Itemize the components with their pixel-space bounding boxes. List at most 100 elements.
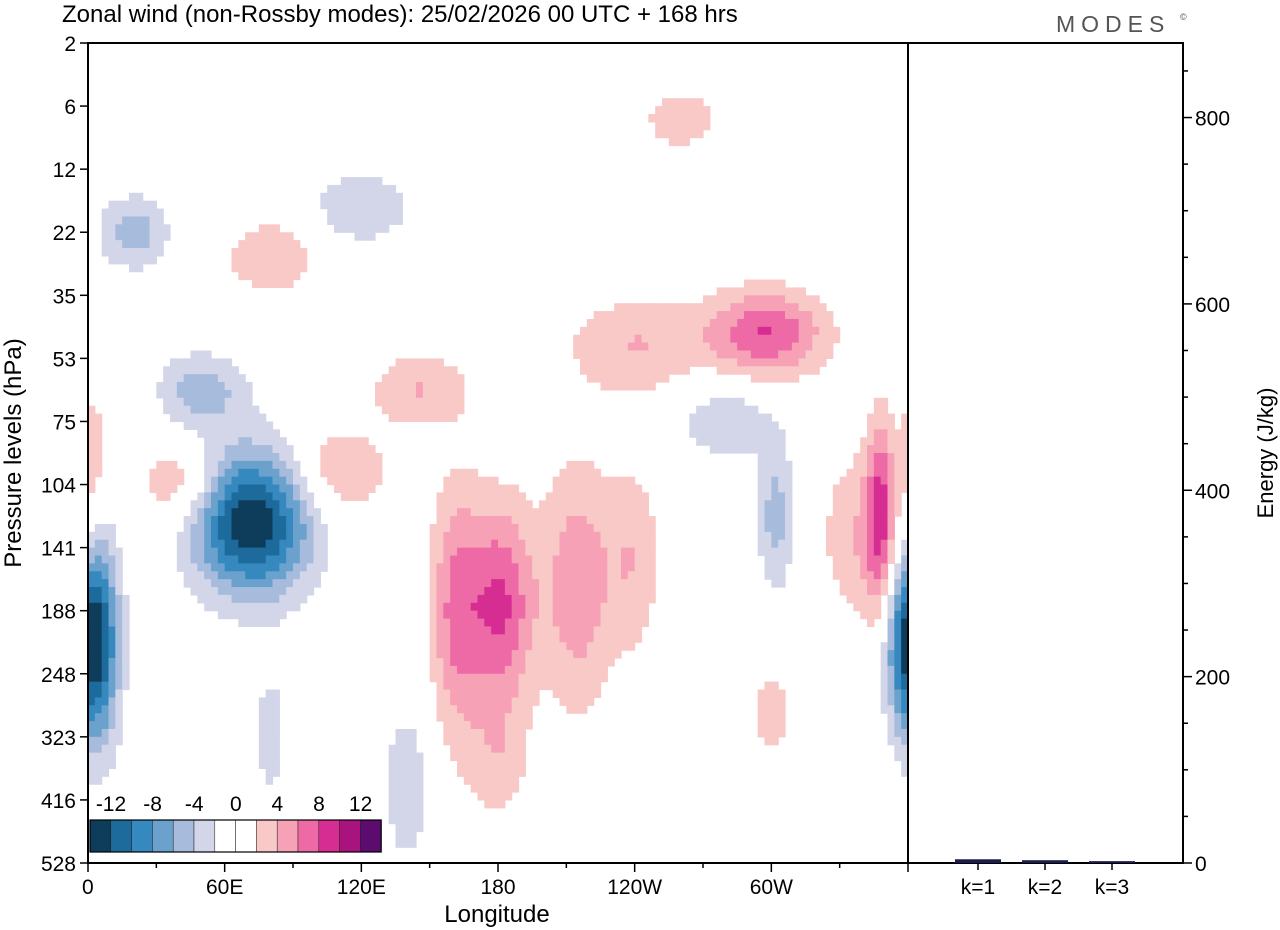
heatmap-cell — [265, 248, 274, 257]
heatmap-cell — [156, 389, 164, 399]
heatmap-cell — [429, 618, 438, 628]
heatmap-cell — [696, 106, 704, 115]
energy-bar — [1089, 861, 1135, 863]
heatmap-cell — [880, 492, 889, 501]
heatmap-cell — [354, 484, 362, 494]
heatmap-cell — [764, 413, 772, 423]
heatmap-cell — [361, 216, 369, 225]
heatmap-cell — [272, 476, 280, 486]
heatmap-cell — [648, 555, 656, 564]
heatmap-cell — [463, 492, 472, 501]
heatmap-cell — [723, 295, 731, 304]
heatmap-cell — [463, 697, 472, 706]
heatmap-cell — [409, 366, 417, 375]
heatmap-cell — [504, 650, 513, 659]
heatmap-cell — [627, 374, 636, 383]
heatmap-cell — [901, 445, 909, 454]
heatmap-cell — [457, 673, 465, 683]
heatmap-cell — [860, 460, 868, 470]
heatmap-cell — [224, 563, 233, 572]
heatmap-cell — [634, 602, 643, 612]
heatmap-cell — [313, 531, 321, 541]
heatmap-cell — [258, 618, 267, 628]
heatmap-cell — [142, 232, 151, 241]
heatmap-cell — [368, 484, 376, 494]
heatmap-cell — [457, 563, 465, 572]
heatmap-cell — [539, 579, 547, 588]
heatmap-cell — [498, 681, 506, 691]
heatmap-cell — [286, 279, 294, 289]
heatmap-cell — [511, 516, 520, 525]
heatmap-cell — [641, 594, 649, 604]
heatmap-cell — [265, 776, 274, 785]
heatmap-cell — [347, 224, 356, 233]
heatmap-cell — [600, 342, 608, 352]
heatmap-cell — [238, 240, 246, 249]
heatmap-cell — [204, 547, 212, 557]
heatmap-cell — [436, 610, 444, 620]
heatmap-cell — [272, 563, 280, 572]
heatmap-cell — [504, 618, 513, 628]
heatmap-cell — [252, 571, 260, 580]
heatmap-cell — [757, 500, 766, 509]
heatmap-cell — [573, 555, 581, 564]
heatmap-cell — [668, 318, 677, 328]
heatmap-cell — [586, 594, 595, 604]
heatmap-cell — [539, 658, 547, 667]
heatmap-cell — [641, 539, 649, 549]
heatmap-cell — [293, 571, 301, 580]
heatmap-cell — [873, 421, 882, 430]
heatmap-cell — [170, 358, 178, 367]
heatmap-cell — [586, 697, 595, 706]
heatmap-cell — [211, 484, 219, 494]
heatmap-cell — [354, 216, 362, 225]
heatmap-cell — [504, 579, 513, 588]
heatmap-cell — [518, 523, 526, 533]
heatmap-cell — [504, 673, 513, 683]
heatmap-cell — [668, 113, 677, 123]
heatmap-cell — [279, 539, 287, 549]
heatmap-cell — [245, 468, 253, 478]
heatmap-cell — [627, 634, 636, 643]
heatmap-cell — [511, 752, 520, 762]
heatmap-cell — [655, 350, 663, 359]
heatmap-cell — [901, 547, 909, 557]
heatmap-cell — [211, 421, 219, 430]
heatmap-cell — [901, 602, 909, 612]
energy-axis-label: Energy (J/kg) — [1253, 388, 1278, 519]
heatmap-cell — [785, 295, 793, 304]
heatmap-cell — [238, 508, 246, 517]
heatmap-cell — [566, 571, 574, 580]
heatmap-cell — [286, 255, 294, 265]
heatmap-cell — [607, 658, 615, 667]
heatmap-cell — [245, 476, 253, 486]
heatmap-cell — [887, 555, 895, 564]
heatmap-cell — [286, 263, 294, 273]
heatmap-cell — [545, 563, 554, 572]
heatmap-cell — [573, 563, 581, 572]
heatmap-cell — [627, 516, 636, 525]
heatmap-cell — [750, 287, 759, 296]
heatmap-cell — [477, 523, 485, 533]
heatmap-cell — [887, 634, 895, 643]
heatmap-cell — [443, 594, 451, 604]
heatmap-cell — [805, 311, 813, 320]
heatmap-cell — [217, 445, 226, 454]
heatmap-cell — [860, 523, 868, 533]
heatmap-cell — [217, 405, 226, 415]
heatmap-cell — [108, 531, 116, 541]
heatmap-cell — [183, 358, 192, 367]
heatmap-cell — [552, 642, 561, 651]
heatmap-cell — [457, 476, 465, 486]
heatmap-cell — [204, 389, 212, 399]
heatmap-cell — [484, 500, 492, 509]
heatmap-cell — [402, 815, 410, 825]
heatmap-cell — [839, 516, 848, 525]
heatmap-cell — [525, 705, 533, 714]
heatmap-cell — [757, 295, 766, 304]
heatmap-cell — [94, 579, 103, 588]
heatmap-cell — [525, 587, 533, 596]
heatmap-cell — [279, 437, 287, 446]
heatmap-cell — [217, 389, 226, 399]
heatmap-cells — [88, 98, 909, 848]
